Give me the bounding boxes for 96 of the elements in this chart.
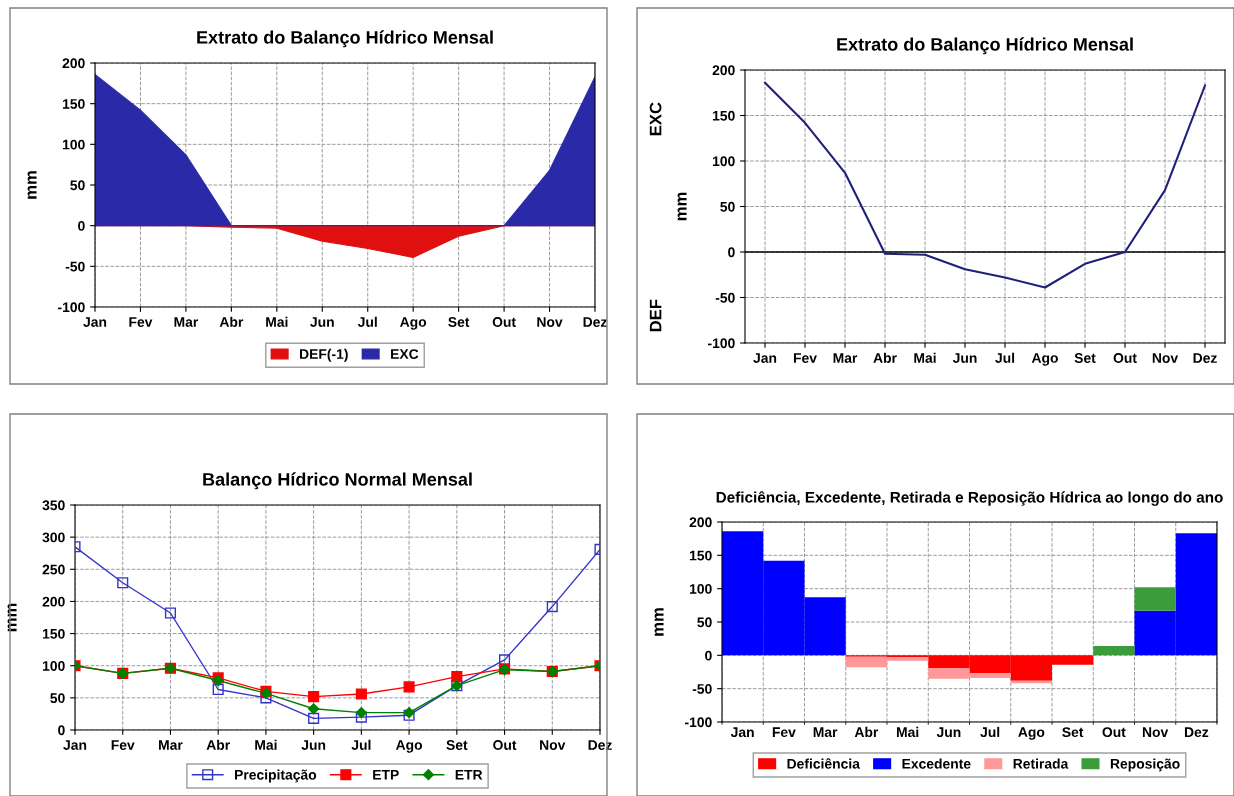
x-tick-label: Jul	[357, 316, 377, 327]
y-tick-label: 50	[70, 180, 85, 191]
x-tick-label: Dez	[583, 317, 607, 327]
y-tick-label: -50	[692, 684, 712, 694]
y-tick-label: 0	[78, 221, 85, 231]
x-tick-label: Jul	[995, 352, 1015, 363]
y-tick-label: -100	[58, 302, 85, 313]
x-tick-label: Ago	[1031, 353, 1058, 366]
x-tick-label: Mar	[833, 353, 858, 363]
y-tick-label: 200	[689, 517, 712, 528]
x-tick-label: Set	[446, 740, 468, 750]
x-tick-label: Fev	[111, 740, 135, 750]
x-tick-label: Set	[1062, 727, 1084, 738]
x-tick-label: Jun	[936, 727, 961, 738]
x-tick-label: Jan	[730, 727, 754, 738]
x-tick-label: Jul	[351, 739, 371, 750]
y-tick-label: 150	[62, 99, 85, 109]
x-tick-label: Fev	[793, 353, 817, 363]
x-tick-label: Abr	[854, 726, 879, 738]
y-tick-label: 200	[62, 58, 85, 69]
chart-title: Balanço Hídrico Normal Mensal	[203, 472, 472, 490]
y-tick-label: -100	[708, 338, 735, 349]
x-tick-label: Mar	[159, 740, 183, 750]
chart-title: Deficiência, Excedente, Retirada e Reposição Hídrica ao longo do ano	[716, 491, 1223, 506]
y-tick-label: 0	[705, 650, 712, 661]
legend-label: ETP	[373, 770, 399, 780]
y-tick-label: 200	[42, 596, 65, 607]
legend-label: Reposição	[1110, 758, 1180, 772]
legend-label: Retirada	[1013, 758, 1069, 769]
x-tick-label: Nov	[1152, 353, 1179, 363]
y-axis-title: mm	[677, 192, 687, 221]
y-tick-label: 50	[697, 617, 712, 628]
x-tick-label: Ago	[395, 740, 423, 753]
y-tick-label: -50	[65, 261, 85, 272]
text: EXC	[649, 102, 662, 136]
x-tick-label: Nov	[1142, 727, 1169, 738]
x-tick-label: Out	[493, 740, 517, 750]
y-tick-label: 100	[689, 584, 712, 594]
x-tick-label: Dez	[1193, 353, 1217, 363]
y-tick-label: 150	[689, 550, 712, 561]
y-tick-label: 50	[50, 693, 65, 704]
x-tick-label: Set	[448, 317, 470, 327]
x-tick-label: Jan	[753, 353, 777, 363]
x-tick-label: Mar	[813, 727, 838, 738]
legend-label: Deficiência	[787, 758, 861, 769]
y-tick-label: 50	[720, 201, 735, 212]
x-tick-label: Nov	[537, 317, 563, 327]
y-tick-label: 0	[728, 247, 735, 258]
x-tick-label: Ago	[400, 317, 427, 330]
x-tick-label: Mai	[914, 352, 936, 363]
text: DEF	[649, 299, 662, 332]
y-tick-label: 150	[712, 110, 735, 121]
x-tick-label: Jun	[952, 353, 977, 363]
y-tick-label: 100	[42, 661, 65, 671]
y-tick-label: 250	[42, 564, 65, 575]
y-tick-label: 300	[42, 532, 65, 543]
x-tick-label: Fev	[129, 317, 153, 327]
x-tick-label: Fev	[772, 727, 796, 738]
legend-label: Excedente	[902, 758, 971, 769]
x-tick-label: Out	[492, 317, 516, 327]
chart-title: Extrato do Balanço Hídrico Mensal	[197, 30, 493, 48]
y-tick-label: -50	[715, 292, 735, 303]
x-tick-label: Mai	[896, 726, 919, 738]
chart-title: Extrato do Balanço Hídrico Mensal	[837, 37, 1133, 55]
x-tick-label: Dez	[588, 740, 612, 750]
x-tick-label: Abr	[219, 316, 244, 327]
y-tick-label: -100	[685, 717, 712, 728]
x-tick-label: Mai	[255, 739, 277, 750]
y-axis-title: mm	[654, 608, 664, 636]
y-tick-label: 0	[58, 725, 65, 736]
x-tick-label: Mar	[174, 317, 199, 327]
legend-label: EXC	[391, 349, 419, 359]
x-tick-label: Set	[1074, 353, 1096, 363]
x-tick-label: Abr	[206, 739, 230, 750]
x-tick-label: Jun	[310, 317, 334, 327]
x-tick-label: Dez	[1184, 727, 1209, 738]
y-axis-title: mm	[7, 603, 17, 632]
y-tick-label: 100	[712, 156, 735, 167]
x-tick-label: Nov	[540, 740, 566, 750]
x-tick-label: Jun	[301, 740, 326, 750]
legend-label: DEF(-1)	[300, 348, 348, 362]
legend-label: ETR	[455, 770, 483, 780]
x-tick-label: Out	[1102, 727, 1126, 738]
legend-label: Precipitação	[235, 769, 317, 783]
y-tick-label: 100	[62, 139, 85, 150]
x-tick-label: Jan	[63, 740, 87, 750]
x-tick-label: Jan	[83, 317, 107, 327]
x-tick-label: Abr	[873, 352, 897, 363]
y-tick-label: 150	[42, 628, 65, 639]
y-tick-label: 350	[42, 500, 65, 511]
x-tick-label: Mai	[266, 316, 288, 327]
x-tick-label: Jul	[980, 726, 1000, 738]
y-axis-title: mm	[27, 171, 37, 199]
x-tick-label: Out	[1113, 353, 1137, 363]
x-tick-label: Ago	[1018, 727, 1045, 740]
y-tick-label: 200	[712, 65, 735, 76]
